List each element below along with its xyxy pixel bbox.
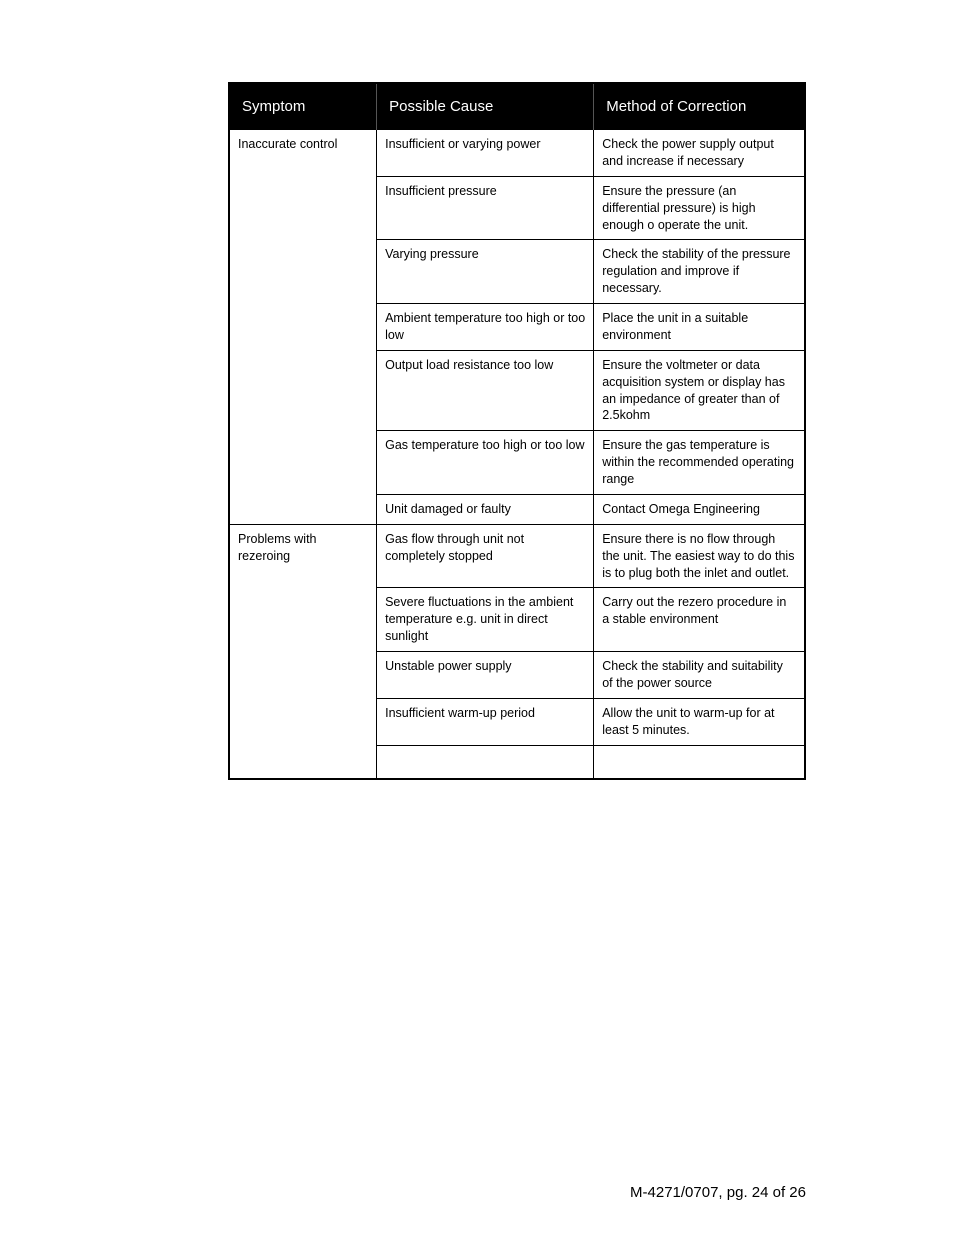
correction-cell: Carry out the rezero procedure in a stab…	[594, 588, 805, 652]
cause-cell: Insufficient pressure	[377, 176, 594, 240]
cause-cell: Gas temperature too high or too low	[377, 431, 594, 495]
cause-cell: Output load resistance too low	[377, 350, 594, 431]
correction-cell: Contact Omega Engineering	[594, 494, 805, 524]
correction-cell: Check the stability and suitability of t…	[594, 652, 805, 699]
table-row: Problems with rezeroing Gas flow through…	[229, 524, 805, 588]
correction-cell: Check the power supply output and increa…	[594, 130, 805, 177]
correction-cell: Ensure there is no flow through the unit…	[594, 524, 805, 588]
correction-cell: Place the unit in a suitable environment	[594, 304, 805, 351]
cause-cell: Unstable power supply	[377, 652, 594, 699]
correction-cell: Allow the unit to warm-up for at least 5…	[594, 698, 805, 745]
correction-cell: Check the stability of the pressure regu…	[594, 240, 805, 304]
col-header-correction: Method of Correction	[594, 83, 805, 130]
correction-cell: Ensure the gas temperature is within the…	[594, 431, 805, 495]
troubleshooting-table: Symptom Possible Cause Method of Correct…	[228, 82, 806, 780]
cause-cell: Insufficient warm-up period	[377, 698, 594, 745]
correction-cell	[594, 745, 805, 779]
symptom-cell: Inaccurate control	[229, 130, 377, 525]
col-header-symptom: Symptom	[229, 83, 377, 130]
cause-cell: Ambient temperature too high or too low	[377, 304, 594, 351]
cause-cell: Insufficient or varying power	[377, 130, 594, 177]
cause-cell: Gas flow through unit not completely sto…	[377, 524, 594, 588]
cause-cell: Unit damaged or faulty	[377, 494, 594, 524]
symptom-cell: Problems with rezeroing	[229, 524, 377, 779]
table-header-row: Symptom Possible Cause Method of Correct…	[229, 83, 805, 130]
cause-cell: Varying pressure	[377, 240, 594, 304]
cause-cell	[377, 745, 594, 779]
correction-cell: Ensure the pressure (an differential pre…	[594, 176, 805, 240]
correction-cell: Ensure the voltmeter or data acquisition…	[594, 350, 805, 431]
page-footer: M-4271/0707, pg. 24 of 26	[630, 1184, 806, 1201]
col-header-cause: Possible Cause	[377, 83, 594, 130]
table-row: Inaccurate control Insufficient or varyi…	[229, 130, 805, 177]
cause-cell: Severe fluctuations in the ambient tempe…	[377, 588, 594, 652]
